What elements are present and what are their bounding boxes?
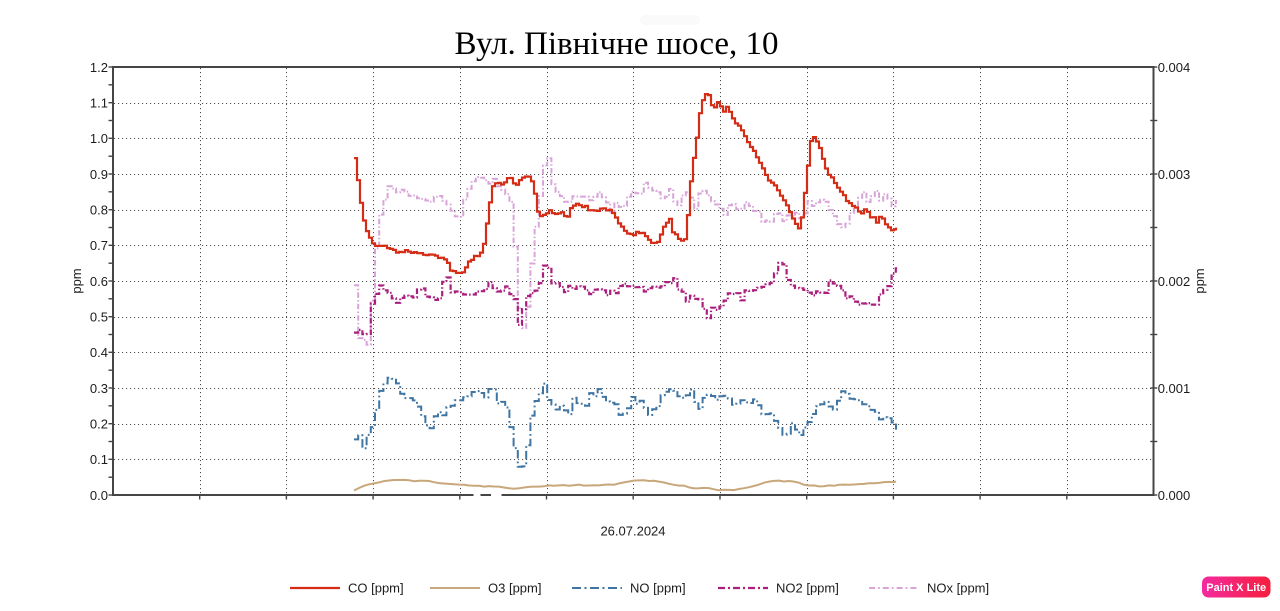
svg-text:0.3: 0.3 — [90, 381, 108, 396]
svg-text:0.0: 0.0 — [90, 488, 108, 503]
svg-text:0.7: 0.7 — [90, 238, 108, 253]
svg-text:0.5: 0.5 — [90, 310, 108, 325]
svg-text:NO2 [ppm]: NO2 [ppm] — [776, 581, 839, 596]
svg-text:CO [ppm]: CO [ppm] — [348, 581, 404, 596]
svg-text:0.002: 0.002 — [1158, 274, 1191, 289]
svg-text:0.001: 0.001 — [1158, 381, 1191, 396]
svg-text:Paint X Lite: Paint X Lite — [1206, 582, 1266, 594]
svg-text:1.1: 1.1 — [90, 96, 108, 111]
svg-text:26.07.2024: 26.07.2024 — [600, 524, 665, 539]
svg-text:NOx [ppm]: NOx [ppm] — [927, 581, 989, 596]
svg-text:ppm: ppm — [69, 268, 84, 293]
svg-text:0.8: 0.8 — [90, 203, 108, 218]
svg-text:0.6: 0.6 — [90, 274, 108, 289]
svg-text:1.2: 1.2 — [90, 60, 108, 75]
svg-text:0.000: 0.000 — [1158, 488, 1191, 503]
svg-text:Вул. Північне шосе, 10: Вул. Північне шосе, 10 — [454, 26, 778, 62]
svg-text:ppm: ppm — [1192, 268, 1207, 293]
svg-text:O3 [ppm]: O3 [ppm] — [488, 581, 541, 596]
svg-text:0.003: 0.003 — [1158, 167, 1191, 182]
svg-text:1.0: 1.0 — [90, 131, 108, 146]
svg-text:0.1: 0.1 — [90, 452, 108, 467]
svg-text:0.004: 0.004 — [1158, 60, 1191, 75]
svg-text:0.4: 0.4 — [90, 345, 108, 360]
svg-text:NO [ppm]: NO [ppm] — [630, 581, 686, 596]
svg-text:0.9: 0.9 — [90, 167, 108, 182]
svg-text:0.2: 0.2 — [90, 417, 108, 432]
